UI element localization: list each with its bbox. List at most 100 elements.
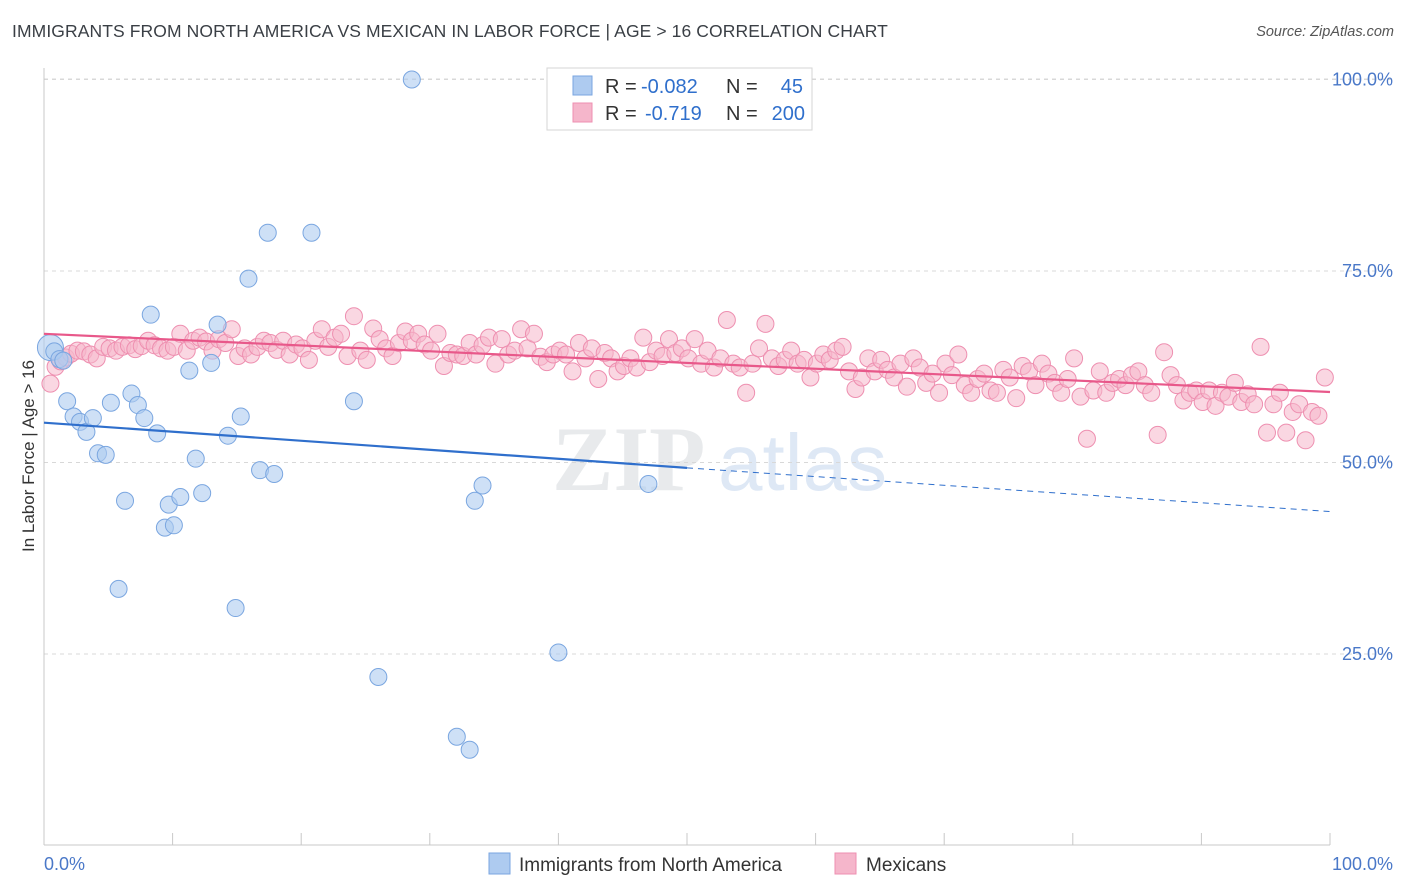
legend-n-value-blue: 45 xyxy=(781,76,803,98)
x-tick-label-min: 0.0% xyxy=(44,854,85,874)
mexicans-trend-line xyxy=(43,332,1331,394)
y-tick-label: 25.0% xyxy=(1342,644,1393,664)
immigrants-point xyxy=(473,476,492,495)
immigrants-point xyxy=(186,449,205,468)
mexicans-point xyxy=(756,314,775,333)
bottom-legend-pink-label: Mexicans xyxy=(866,855,946,876)
x-axis-ticks xyxy=(43,833,1331,845)
mexicans-point xyxy=(1315,368,1334,387)
y-tick-label: 100.0% xyxy=(1332,70,1393,90)
mexicans-point xyxy=(1309,406,1328,425)
mexicans-point xyxy=(492,330,511,349)
mexicans-point xyxy=(897,377,916,396)
mexicans-point xyxy=(634,328,653,347)
x-tick-label-max: 100.0% xyxy=(1332,854,1393,874)
immigrants-point xyxy=(180,361,199,380)
mexicans-point xyxy=(949,345,968,364)
mexicans-point xyxy=(524,324,543,343)
trend-lines xyxy=(43,332,1331,513)
mexicans-point xyxy=(987,383,1006,402)
legend-r-value-blue: -0.082 xyxy=(641,76,698,98)
mexicans-point xyxy=(332,324,351,343)
immigrants-point xyxy=(369,667,388,686)
y-axis-title: In Labor Force | Age > 16 xyxy=(19,360,38,552)
immigrants-point xyxy=(135,409,154,428)
mexicans-point xyxy=(299,350,318,369)
immigrants-trend-line xyxy=(43,421,688,469)
mexicans-point xyxy=(750,339,769,358)
immigrants-point xyxy=(460,740,479,759)
mexicans-point xyxy=(1142,383,1161,402)
mexicans-point xyxy=(1065,349,1084,368)
immigrants-point xyxy=(171,487,190,506)
chart-title: IMMIGRANTS FROM NORTH AMERICA VS MEXICAN… xyxy=(12,21,888,41)
immigrants-trend-extension xyxy=(686,467,1331,513)
immigrants-point xyxy=(302,223,321,242)
immigrants-points xyxy=(36,70,658,759)
mexicans-point xyxy=(1296,431,1315,450)
immigrants-point xyxy=(101,393,120,412)
mexicans-point xyxy=(1251,337,1270,356)
svg-text:atlas: atlas xyxy=(718,418,887,507)
bottom-legend-blue-swatch xyxy=(488,852,511,875)
mexicans-point xyxy=(589,370,608,389)
legend-blue-swatch xyxy=(572,75,593,96)
immigrants-point xyxy=(148,424,167,443)
bottom-legend-pink-swatch xyxy=(834,852,857,875)
mexicans-point xyxy=(312,320,331,339)
mexicans-point xyxy=(357,350,376,369)
svg-text:ZIP: ZIP xyxy=(552,408,705,510)
legend-pink-swatch xyxy=(572,102,593,123)
mexicans-point xyxy=(1148,425,1167,444)
watermark: ZIP atlas xyxy=(552,408,887,510)
immigrants-point xyxy=(141,305,160,324)
correlation-legend: R = -0.082 N = 45 R = -0.719 N = 200 xyxy=(546,67,813,131)
legend-n-label-pink: N = xyxy=(726,103,758,125)
mexicans-point xyxy=(1077,429,1096,448)
immigrants-point xyxy=(465,491,484,510)
immigrants-point xyxy=(447,727,466,746)
mexicans-point xyxy=(557,345,576,364)
immigrants-point xyxy=(193,484,212,503)
immigrants-point xyxy=(58,392,77,411)
bottom-legend: Immigrants from North America Mexicans xyxy=(488,852,946,876)
mexicans-point xyxy=(737,383,756,402)
y-tick-label: 50.0% xyxy=(1342,453,1393,473)
immigrants-point xyxy=(83,409,102,428)
legend-r-value-pink: -0.719 xyxy=(645,103,702,125)
immigrants-point xyxy=(96,445,115,464)
immigrants-point xyxy=(402,70,421,89)
mexicans-point xyxy=(1155,343,1174,362)
immigrants-point xyxy=(208,315,227,334)
immigrants-point xyxy=(202,353,221,372)
mexicans-point xyxy=(428,324,447,343)
mexicans-point xyxy=(1270,383,1289,402)
legend-r-label-pink: R = xyxy=(605,103,637,125)
legend-r-label-blue: R = xyxy=(605,76,637,98)
mexicans-point xyxy=(344,307,363,326)
mexicans-point xyxy=(563,362,582,381)
y-tick-label: 75.0% xyxy=(1342,261,1393,281)
immigrants-point xyxy=(226,599,245,618)
immigrants-point xyxy=(344,392,363,411)
source-label: Source: ZipAtlas.com xyxy=(1256,24,1394,40)
y-tick-labels: 25.0% 50.0% 75.0% 100.0% xyxy=(1332,70,1393,665)
mexicans-point xyxy=(1245,395,1264,414)
mexicans-point xyxy=(1007,389,1026,408)
mexicans-point xyxy=(685,330,704,349)
mexicans-point xyxy=(930,383,949,402)
immigrants-point xyxy=(231,407,250,426)
mexicans-point xyxy=(717,311,736,330)
mexicans-point xyxy=(975,364,994,383)
legend-n-label-blue: N = xyxy=(726,76,758,98)
mexicans-point xyxy=(833,337,852,356)
mexicans-point xyxy=(743,354,762,373)
immigrants-point xyxy=(116,491,135,510)
mexicans-point xyxy=(1026,376,1045,395)
legend-n-value-pink: 200 xyxy=(772,103,805,125)
immigrants-point xyxy=(258,223,277,242)
bottom-legend-blue-label: Immigrants from North America xyxy=(519,855,782,876)
immigrants-point xyxy=(549,643,568,662)
immigrants-point xyxy=(239,269,258,288)
mexicans-point xyxy=(41,374,60,393)
